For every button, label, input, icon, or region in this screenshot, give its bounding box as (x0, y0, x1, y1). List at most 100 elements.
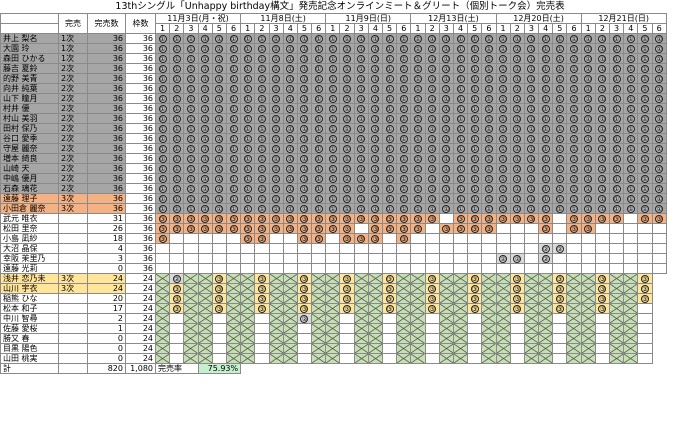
sold-out-cell: ① (197, 183, 213, 194)
open-cell (211, 253, 227, 264)
open-cell (254, 333, 270, 344)
sold-out-cell: ① (410, 183, 426, 194)
member-name: 山崎 天 (0, 163, 59, 174)
sold-out-cell: ① (240, 103, 256, 114)
no-slot-cell (396, 293, 412, 304)
no-slot-cell (353, 273, 369, 284)
open-cell (608, 223, 625, 234)
member-name: 勝又 春 (0, 333, 59, 344)
sold-out-cell: ① (169, 143, 185, 154)
open-cell (211, 343, 227, 354)
sold-out-cell: ① (154, 53, 171, 64)
sold-out-cell: ① (197, 43, 213, 54)
sold-cell-3: ③ (424, 283, 440, 294)
sold-out-cell: ① (495, 83, 511, 94)
no-slot-cell (311, 323, 327, 334)
no-slot-cell (495, 313, 511, 324)
sellout-round: 2次 (58, 153, 88, 164)
sold-out-cell: ① (353, 163, 369, 174)
part-header: 6 (566, 23, 582, 34)
sold-out-cell: ① (538, 133, 554, 144)
sold-out-cell: ① (268, 33, 284, 44)
sold-out-cell: ① (254, 123, 270, 134)
sold-out-cell: ① (552, 103, 568, 114)
no-slot-cell (623, 283, 639, 294)
open-cell (552, 233, 568, 244)
open-cell (282, 243, 298, 254)
no-slot-cell (495, 333, 511, 344)
sold-out-cell: ① (197, 93, 213, 104)
open-cell (169, 233, 185, 244)
no-slot-cell (438, 323, 454, 334)
open-cell (438, 213, 454, 224)
no-slot-cell (396, 313, 412, 324)
open-cell (594, 263, 611, 274)
no-slot-cell (623, 333, 639, 344)
sold-out-cell: ① (580, 203, 596, 214)
sold-out-cell: ① (608, 73, 625, 84)
open-cell (339, 343, 355, 354)
sold-out-cell: ① (211, 173, 227, 184)
sold-out-cell: ① (410, 43, 426, 54)
sold-cell-3: ③ (339, 303, 355, 314)
member-row: 中川 智尋 2 24 ② (0, 313, 667, 324)
sold-out-cell: ① (325, 123, 341, 134)
open-cell (608, 233, 625, 244)
sold-out-cell: ① (225, 113, 242, 124)
open-cell (651, 263, 667, 274)
open-cell (608, 243, 625, 254)
member-row: 松田 里奈 26 36 ③ ③ ③ ③ ③ ③ ③ ③ ③ ③ ③ ③ ③ ③ ③ ③ ③ ③ ③ ③ ③ ③ ③ ③ ③ (0, 223, 667, 234)
sold-cell-3: ③ (467, 293, 483, 304)
no-slot-cell (154, 303, 171, 314)
member-row: 勝又 春 0 24 (0, 333, 667, 344)
sold-count: 36 (87, 93, 126, 104)
no-slot-cell (325, 283, 341, 294)
sold-out-cell: ① (282, 203, 298, 214)
sold-cell-3: ③ (296, 283, 313, 294)
sold-out-cell: ① (509, 133, 525, 144)
sold-count: 36 (87, 153, 126, 164)
footer-blank (595, 364, 609, 374)
open-cell (552, 263, 568, 274)
no-slot-cell (481, 273, 497, 284)
slot-count: 36 (125, 253, 156, 264)
no-slot-cell (410, 353, 426, 364)
footer-blank (453, 364, 467, 374)
sold-out-cell: ① (623, 113, 639, 124)
sold-out-cell: ① (296, 73, 313, 84)
open-cell (183, 243, 199, 254)
no-slot-cell (566, 353, 582, 364)
no-slot-cell (311, 273, 327, 284)
no-slot-cell (452, 323, 469, 334)
sold-out-cell: ① (623, 183, 639, 194)
sold-out-cell: ① (467, 93, 483, 104)
sold-count: 36 (87, 173, 126, 184)
sold-out-cell: ① (495, 143, 511, 154)
open-cell (623, 253, 639, 264)
sold-cell-3: ③ (580, 213, 596, 224)
sold-out-cell: ① (240, 163, 256, 174)
sold-out-cell: ① (254, 143, 270, 154)
open-cell (552, 223, 568, 234)
sold-out-cell: ① (637, 133, 653, 144)
sellout-round (58, 333, 88, 344)
sold-out-cell: ① (538, 63, 554, 74)
open-cell (211, 313, 227, 324)
sold-out-cell: ① (240, 63, 256, 74)
sold-out-cell: ① (268, 73, 284, 84)
sold-out-cell: ① (438, 113, 454, 124)
sales-table: 完売 完売数 枠数 11月3日(月・祝) 11月8日(土) 11月9日(日) 12月13日(… (0, 13, 667, 374)
member-row: 浅井 恋乃未 3次 24 24 ② ③ ③ ③ ③ ③ ③ ③ ③ ③ ③ ③ (0, 273, 667, 284)
no-slot-cell (438, 273, 454, 284)
sold-out-cell: ① (495, 203, 511, 214)
open-cell (452, 243, 469, 254)
part-header: 6 (396, 23, 412, 34)
open-cell (438, 253, 454, 264)
sold-out-cell: ① (268, 63, 284, 74)
sold-out-cell: ① (211, 43, 227, 54)
sold-out-cell: ① (538, 163, 554, 174)
sold-out-cell: ① (254, 133, 270, 144)
open-cell (424, 353, 440, 364)
sold-out-cell: ① (608, 33, 625, 44)
open-cell (424, 313, 440, 324)
